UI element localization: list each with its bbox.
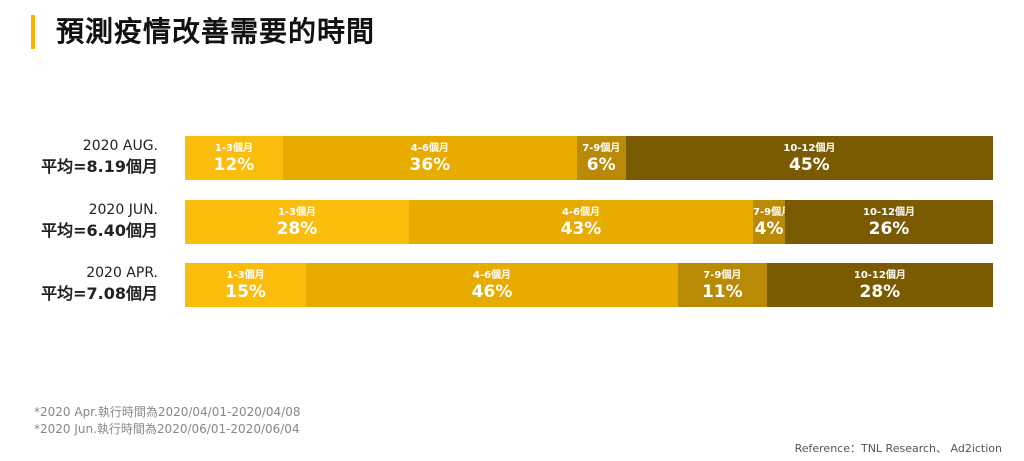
segment-category-label: 4-6個月 — [561, 207, 601, 218]
row-period: 2020 JUN. — [88, 202, 158, 218]
segment-category-label: 1-3個月 — [226, 270, 265, 281]
segment-category-label: 1-3個月 — [214, 143, 253, 154]
bar-segment-1-3: 1-3個月 28% — [185, 200, 409, 244]
footnote-apr: *2020 Apr.執行時間為2020/04/01-2020/04/08 — [34, 405, 301, 419]
segment-category-label: 10-12個月 — [853, 270, 906, 281]
segment-category-label: 4-6個月 — [472, 270, 512, 281]
segment-category-label: 4-6個月 — [410, 143, 449, 154]
bar-segment-7-9: 7-9個月 11% — [677, 263, 767, 307]
bar-row-aug: 1-3個月 12% 4-6個月 36% 7-9個月 6% 10-12個月 45% — [184, 135, 994, 181]
segment-category-label: 10-12個月 — [783, 143, 836, 154]
segment-category-label: 7-9個月 — [703, 270, 742, 281]
segment-value-label: 28% — [859, 282, 901, 302]
bar-segment-1-3: 1-3個月 15% — [185, 263, 307, 307]
segment-category-label: 1-3個月 — [277, 207, 317, 218]
segment-value-label: 46% — [471, 282, 513, 302]
segment-value-label: 4% — [754, 219, 784, 239]
bar-segment-10-12: 10-12個月 26% — [785, 200, 993, 244]
row-average: 平均=6.40個月 — [41, 221, 158, 240]
bar-segment-7-9: 7-9個月 4% — [753, 200, 792, 244]
row-label-jun: 2020 JUN. 平均=6.40個月 — [41, 200, 158, 242]
bar-segment-10-12: 10-12個月 45% — [625, 136, 993, 180]
chart-title: 預測疫情改善需要的時間 — [56, 15, 376, 48]
row-period: 2020 APR. — [86, 265, 158, 281]
bar-segment-4-6: 4-6個月 46% — [306, 263, 678, 307]
segment-category-label: 10-12個月 — [863, 207, 915, 218]
segment-value-label: 6% — [586, 155, 616, 175]
bar-row-jun: 1-3個月 28% 4-6個月 43% 7-9個月 4% 10-12個月 26% — [184, 199, 994, 245]
segment-value-label: 12% — [213, 155, 255, 175]
footnote-jun: *2020 Jun.執行時間為2020/06/01-2020/06/04 — [34, 422, 300, 436]
segment-value-label: 15% — [225, 282, 266, 302]
title-accent-bar — [31, 15, 35, 49]
reference-text: Reference：TNL Research、 Ad2iction — [794, 442, 1002, 455]
segment-value-label: 36% — [409, 155, 451, 175]
row-label-apr: 2020 APR. 平均=7.08個月 — [41, 263, 158, 305]
segment-value-label: 45% — [789, 155, 830, 175]
segment-value-label: 11% — [701, 282, 743, 302]
bar-segment-1-3: 1-3個月 12% — [185, 136, 283, 180]
bar-row-apr: 1-3個月 15% 4-6個月 46% 7-9個月 11% 10-12個月 28% — [184, 262, 994, 308]
row-period: 2020 AUG. — [82, 138, 158, 154]
bar-segment-7-9: 7-9個月 6% — [576, 136, 626, 180]
row-label-aug: 2020 AUG. 平均=8.19個月 — [41, 136, 158, 178]
segment-value-label: 43% — [560, 219, 602, 239]
segment-value-label: 28% — [276, 219, 318, 239]
segment-category-label: 7-9個月 — [582, 143, 621, 154]
segment-value-label: 26% — [868, 219, 910, 239]
segment-category-label: 7-9個月 — [753, 207, 792, 218]
bar-segment-10-12: 10-12個月 28% — [766, 263, 993, 307]
row-average: 平均=7.08個月 — [41, 284, 158, 303]
row-average: 平均=8.19個月 — [41, 157, 158, 176]
bar-segment-4-6: 4-6個月 36% — [282, 136, 577, 180]
bar-segment-4-6: 4-6個月 43% — [409, 200, 753, 244]
